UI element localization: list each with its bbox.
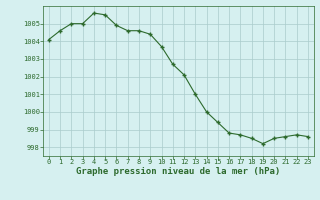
X-axis label: Graphe pression niveau de la mer (hPa): Graphe pression niveau de la mer (hPa) xyxy=(76,167,281,176)
